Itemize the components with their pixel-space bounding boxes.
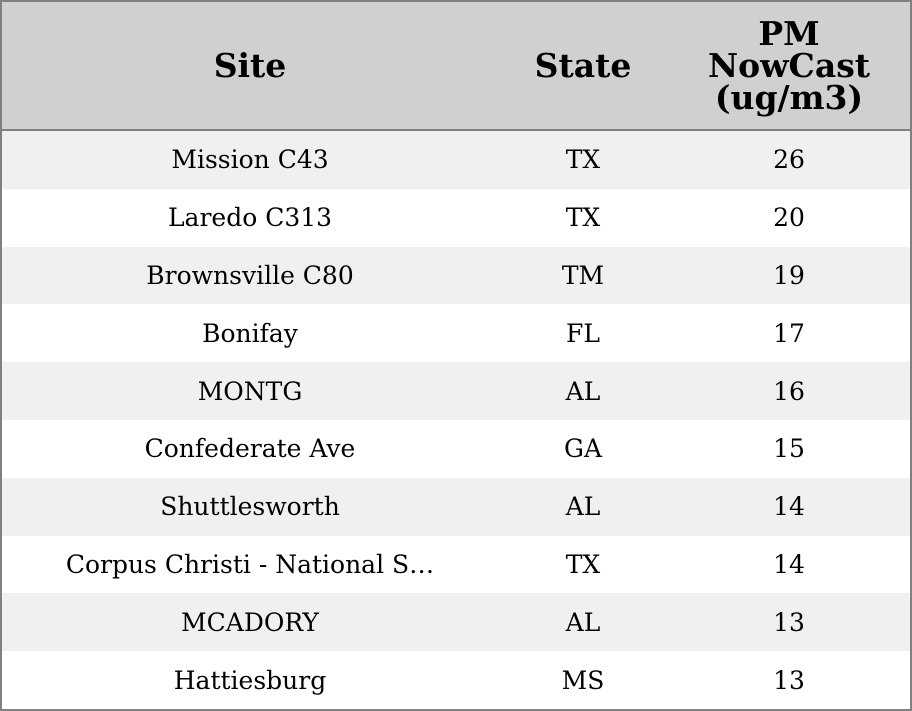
site-cell: Hattiesburg	[173, 665, 327, 695]
table-header-row: Site State PM NowCast (ug/m3)	[2, 2, 910, 131]
state-cell: FL	[566, 318, 600, 348]
pm-value-cell: 26	[773, 145, 805, 175]
table-row: MCADORY AL 13	[2, 593, 910, 652]
site-cell: Mission C43	[171, 145, 329, 175]
header-pm-nowcast: PM NowCast (ug/m3)	[668, 2, 910, 129]
table-row: Brownsville C80 TM 19	[2, 246, 910, 305]
pm-value-cell: 17	[773, 318, 805, 348]
pm-value-cell: 15	[773, 434, 805, 464]
state-cell: TM	[561, 260, 605, 290]
table-row: Hattiesburg MS 13	[2, 651, 910, 709]
site-cell: Laredo C313	[167, 203, 333, 233]
site-cell: MCADORY	[181, 607, 319, 637]
table-row: Mission C43 TX 26	[2, 131, 910, 189]
site-cell: Shuttlesworth	[160, 492, 340, 522]
pm-value-cell: 19	[773, 260, 805, 290]
pm-value-cell: 13	[773, 607, 805, 637]
table-row: Shuttlesworth AL 14	[2, 477, 910, 536]
table-row: Corpus Christi - National S… TX 14	[2, 535, 910, 594]
site-cell: Confederate Ave	[144, 434, 356, 464]
state-cell: TX	[565, 145, 601, 175]
table-row: Confederate Ave GA 15	[2, 419, 910, 478]
state-cell: AL	[565, 492, 601, 522]
pm-value-cell: 16	[773, 376, 805, 406]
header-pm-line-1: PM	[758, 13, 820, 53]
state-cell: MS	[561, 665, 605, 695]
site-cell: Brownsville C80	[146, 260, 354, 290]
header-site: Site	[213, 45, 287, 85]
pm-value-cell: 13	[773, 665, 805, 695]
header-pm-line-3: (ug/m3)	[714, 77, 864, 117]
table-body: Mission C43 TX 26 Laredo C313 TX 20 Brow…	[2, 131, 910, 709]
pm-value-cell: 14	[773, 492, 805, 522]
table-row: MONTG AL 16	[2, 362, 910, 420]
header-state: State	[534, 45, 632, 85]
state-cell: GA	[563, 434, 603, 464]
table-row: Bonifay FL 17	[2, 304, 910, 363]
site-cell: MONTG	[197, 376, 303, 406]
pm-value-cell: 20	[773, 203, 805, 233]
state-cell: AL	[565, 607, 601, 637]
pm-value-cell: 14	[773, 549, 805, 579]
state-cell: AL	[565, 376, 601, 406]
table-row: Laredo C313 TX 20	[2, 188, 910, 247]
site-cell: Corpus Christi - National S…	[65, 549, 435, 579]
site-cell: Bonifay	[202, 318, 298, 348]
header-pm-line-2: NowCast	[707, 45, 871, 85]
state-cell: TX	[565, 549, 601, 579]
state-cell: TX	[565, 203, 601, 233]
